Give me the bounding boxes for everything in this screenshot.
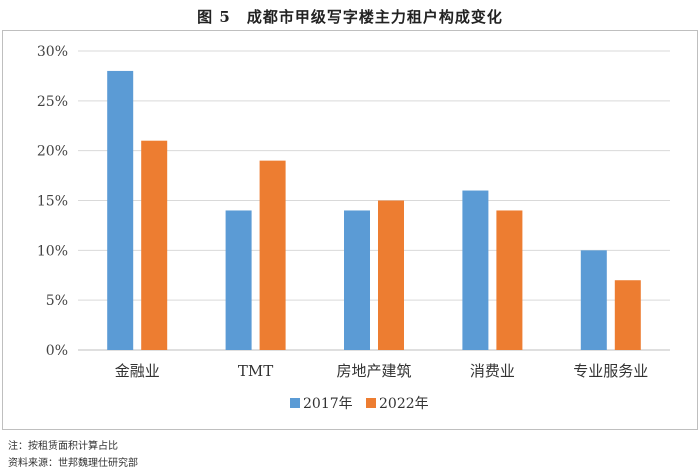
bar-series-2 bbox=[259, 160, 286, 350]
bar-series-2 bbox=[378, 200, 404, 350]
bar-series-1 bbox=[580, 250, 607, 350]
x-tick-label: 专业服务业 bbox=[573, 362, 648, 380]
bar-series-2 bbox=[141, 140, 168, 350]
y-tick-label: 20% bbox=[37, 144, 68, 160]
y-tick-label: 5% bbox=[46, 293, 68, 309]
x-tick-label: 消费业 bbox=[470, 362, 515, 380]
legend-label: 2022年 bbox=[379, 396, 429, 412]
y-tick-label: 15% bbox=[37, 194, 68, 210]
bar-series-2 bbox=[496, 210, 523, 350]
bar-series-1 bbox=[107, 70, 134, 350]
figure-title: 图 5 成都市甲级写字楼主力租户构成变化 bbox=[197, 8, 503, 26]
bar-series-1 bbox=[225, 210, 252, 350]
chart-frame bbox=[2, 30, 698, 430]
x-tick-label: 房地产建筑 bbox=[336, 362, 411, 380]
bar-series-1 bbox=[344, 210, 370, 350]
note-text: 注：按租赁面积计算占比 bbox=[8, 441, 118, 452]
legend-swatch bbox=[290, 398, 300, 408]
legend-swatch bbox=[366, 398, 376, 408]
legend-label: 2017年 bbox=[303, 396, 353, 412]
x-tick-label: 金融业 bbox=[115, 362, 160, 380]
bar-series-2 bbox=[614, 280, 641, 350]
source-text: 资料来源：世邦魏理仕研究部 bbox=[8, 458, 138, 469]
y-tick-label: 10% bbox=[37, 243, 68, 259]
y-tick-label: 25% bbox=[37, 94, 68, 110]
y-tick-label: 30% bbox=[37, 44, 68, 60]
y-tick-label: 0% bbox=[46, 343, 68, 359]
bar-series-1 bbox=[462, 190, 489, 350]
x-tick-label: TMT bbox=[238, 362, 273, 380]
